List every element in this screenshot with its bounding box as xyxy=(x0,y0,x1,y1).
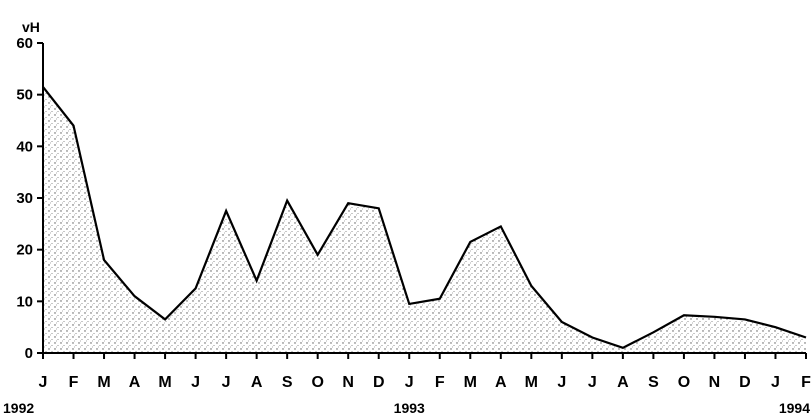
x-tick-label: S xyxy=(282,374,293,391)
series-line xyxy=(42,86,807,350)
x-tick-label: F xyxy=(801,374,811,391)
y-tick-label: 60 xyxy=(16,35,33,52)
y-tick-label: 40 xyxy=(16,138,33,155)
x-tick-label: J xyxy=(191,374,200,391)
x-tick-label: D xyxy=(373,374,385,391)
x-tick-label: J xyxy=(557,374,566,391)
year-label: 1993 xyxy=(394,400,425,416)
x-tick-label: O xyxy=(678,374,690,391)
x-tick-label: A xyxy=(129,374,141,391)
year-label: 1994 xyxy=(779,400,810,416)
x-tick-label: A xyxy=(495,374,507,391)
x-tick-label: S xyxy=(648,374,659,391)
x-tick-label: O xyxy=(311,374,323,391)
x-tick-label: J xyxy=(39,374,48,391)
year-label: 1992 xyxy=(3,400,34,416)
x-tick-label: M xyxy=(525,374,538,391)
x-tick-label: J xyxy=(222,374,231,391)
y-tick-label: 30 xyxy=(16,190,33,207)
x-tick-label: M xyxy=(97,374,110,391)
x-tick-label: M xyxy=(158,374,171,391)
series-area-fill xyxy=(43,86,806,354)
x-tick-label: N xyxy=(709,374,721,391)
x-tick-label: J xyxy=(588,374,597,391)
y-tick-label: 20 xyxy=(16,242,33,259)
x-tick-label: A xyxy=(251,374,263,391)
x-tick-label: D xyxy=(739,374,751,391)
x-tick-label: J xyxy=(771,374,780,391)
y-tick-label: 50 xyxy=(16,87,33,104)
x-tick-label: F xyxy=(69,374,79,391)
x-tick-label: A xyxy=(617,374,629,391)
x-tick-label: J xyxy=(405,374,414,391)
y-tick-label: 0 xyxy=(25,345,33,362)
x-tick-label: F xyxy=(435,374,445,391)
y-axis-label: vH xyxy=(22,19,40,35)
x-tick-label: N xyxy=(342,374,354,391)
x-tick-label: M xyxy=(464,374,477,391)
y-tick-label: 10 xyxy=(16,293,33,310)
